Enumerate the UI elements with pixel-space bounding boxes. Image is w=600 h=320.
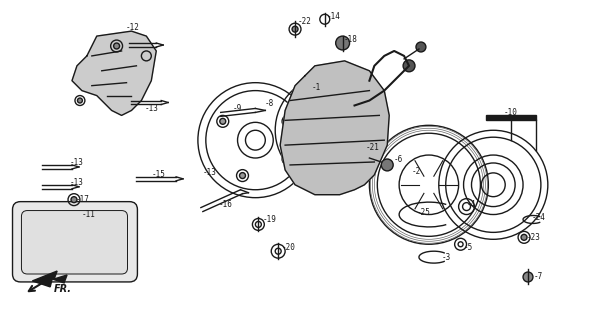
Text: -13: -13 xyxy=(203,168,217,177)
Text: -10: -10 xyxy=(503,108,517,117)
Circle shape xyxy=(220,118,226,124)
Text: -15: -15 xyxy=(151,170,165,180)
Text: -5: -5 xyxy=(464,243,473,252)
Text: -20: -20 xyxy=(282,243,296,252)
Circle shape xyxy=(403,60,415,72)
Circle shape xyxy=(416,42,426,52)
Text: -14: -14 xyxy=(327,12,341,21)
Text: -25: -25 xyxy=(417,208,431,217)
Text: -11: -11 xyxy=(82,210,96,219)
Text: -13: -13 xyxy=(145,104,158,113)
Text: -21: -21 xyxy=(365,143,379,152)
Circle shape xyxy=(285,156,291,162)
Text: -13: -13 xyxy=(70,178,84,187)
Circle shape xyxy=(77,98,82,103)
Text: -24: -24 xyxy=(532,213,546,222)
Text: -18: -18 xyxy=(344,35,358,44)
Text: -22: -22 xyxy=(298,17,312,26)
Circle shape xyxy=(523,272,533,282)
Text: -3: -3 xyxy=(442,253,451,262)
Polygon shape xyxy=(72,31,156,116)
Circle shape xyxy=(320,120,340,140)
Circle shape xyxy=(239,172,245,179)
Text: -7: -7 xyxy=(534,272,543,282)
Text: -16: -16 xyxy=(219,200,233,209)
Circle shape xyxy=(292,26,298,32)
Text: -6: -6 xyxy=(393,156,403,164)
FancyBboxPatch shape xyxy=(13,202,137,282)
Text: -8: -8 xyxy=(265,99,274,108)
Text: -9: -9 xyxy=(233,104,242,113)
Circle shape xyxy=(113,43,119,49)
Text: -23: -23 xyxy=(527,233,541,242)
Polygon shape xyxy=(280,61,389,195)
Circle shape xyxy=(285,118,291,124)
Circle shape xyxy=(350,100,359,110)
Circle shape xyxy=(71,197,77,203)
Circle shape xyxy=(381,159,393,171)
Bar xyxy=(487,116,536,120)
Circle shape xyxy=(335,36,350,50)
FancyBboxPatch shape xyxy=(22,211,128,274)
Text: -2: -2 xyxy=(412,167,421,176)
Text: -19: -19 xyxy=(262,215,276,224)
Circle shape xyxy=(521,234,527,240)
Text: -4: -4 xyxy=(467,200,476,209)
Text: -12: -12 xyxy=(125,23,139,32)
Text: -13: -13 xyxy=(70,158,84,167)
Text: -1: -1 xyxy=(312,83,321,92)
Text: FR.: FR. xyxy=(54,284,72,294)
Text: -17: -17 xyxy=(76,195,90,204)
Polygon shape xyxy=(32,271,67,287)
